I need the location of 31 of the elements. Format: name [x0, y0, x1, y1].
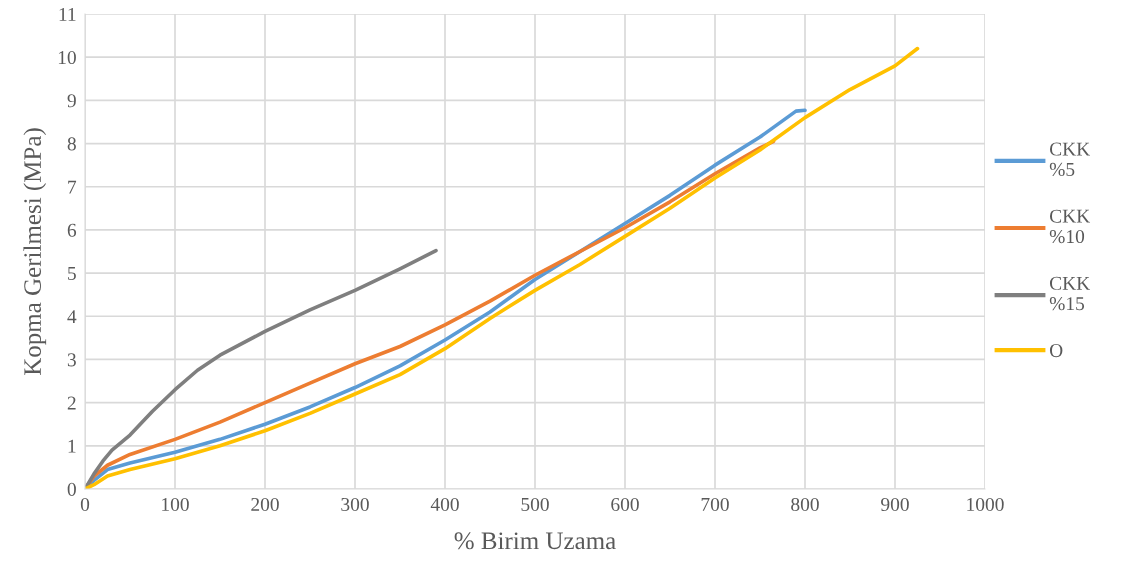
x-tick-label: 300: [341, 497, 369, 512]
x-tick-label: 900: [881, 497, 909, 512]
y-tick-label: 3: [67, 353, 76, 367]
line-series: [85, 46, 920, 489]
y-tick-label: 4: [67, 310, 77, 324]
x-tick-label: 500: [521, 497, 549, 512]
x-tick-label: 600: [611, 497, 639, 512]
x-tick-label: 200: [251, 497, 279, 512]
legend-label: CKK %10: [1049, 209, 1091, 244]
x-tick-label: 0: [80, 497, 90, 512]
y-tick-label: 7: [68, 180, 77, 194]
y-tick-label: 10: [58, 51, 76, 65]
y-tick-label: 11: [59, 7, 76, 21]
x-tick-label: 400: [430, 497, 459, 512]
x-tick-label: 100: [162, 497, 189, 512]
y-tick-label: 9: [67, 94, 76, 108]
y-tick-label: 8: [67, 137, 76, 151]
legend-label: CKK %5: [1049, 142, 1091, 177]
y-tick-label: 6: [67, 223, 77, 237]
y-tick-label: 1: [68, 439, 76, 453]
x-tick-label: 800: [791, 497, 819, 512]
x-axis-title: % Birim Uzama: [454, 532, 616, 550]
y-axis-title: Kopma Gerilmesi (MPa): [23, 128, 47, 376]
x-tick-label: 1000: [967, 497, 1004, 512]
y-tick-label: 2: [67, 396, 76, 410]
y-tick-label: 0: [67, 482, 76, 496]
line-series: [85, 248, 438, 489]
y-tick-label: 5: [68, 267, 76, 281]
x-tick-label: 700: [701, 497, 729, 512]
legend-label: O: [1049, 344, 1063, 358]
legend-label: CKK %15: [1049, 276, 1091, 311]
